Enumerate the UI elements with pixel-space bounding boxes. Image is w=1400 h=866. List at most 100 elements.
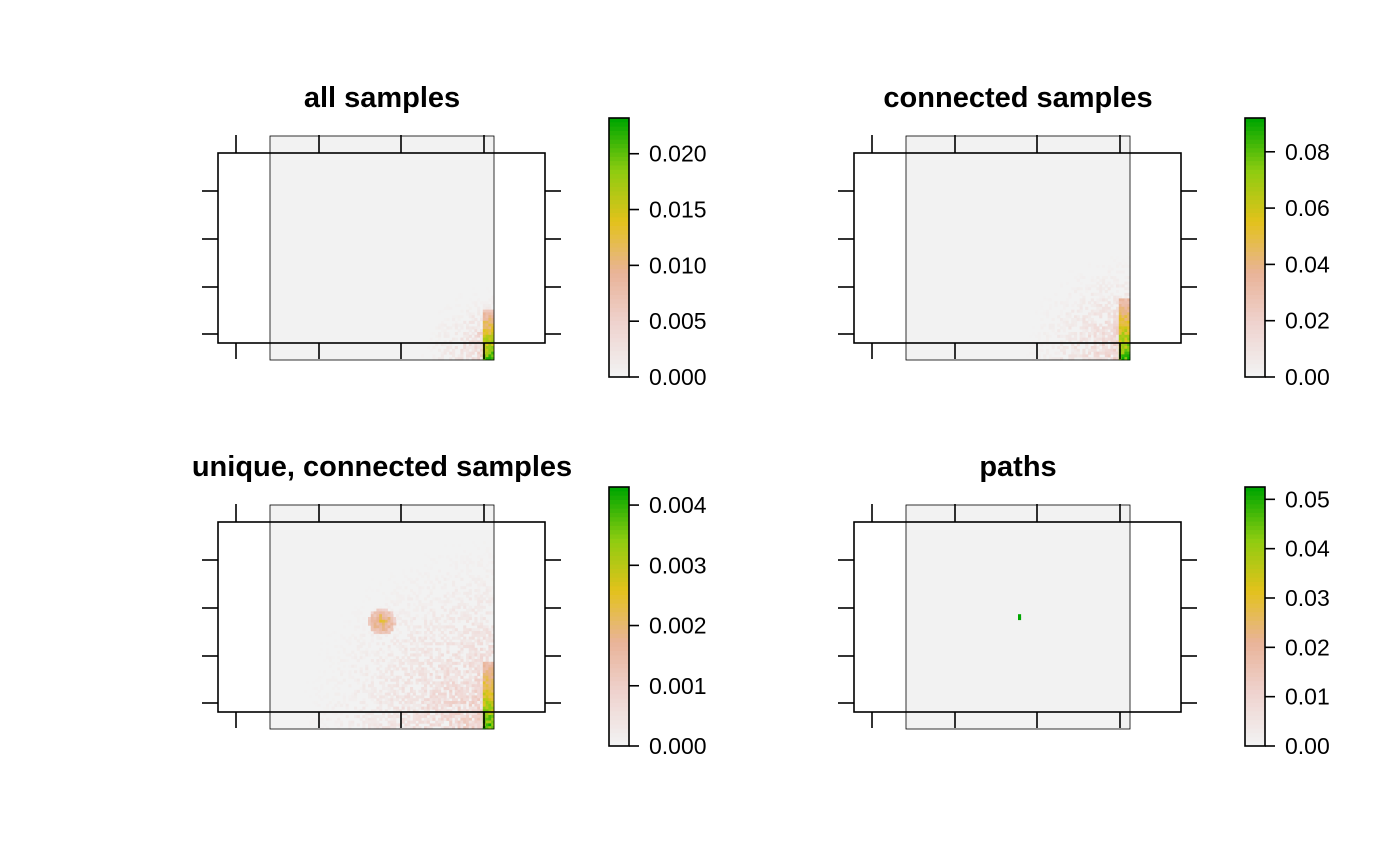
heatmap-cell xyxy=(477,320,481,324)
heatmap-cell xyxy=(440,698,444,702)
heatmap-cell xyxy=(1079,340,1083,344)
heatmap-cell xyxy=(426,633,430,637)
heatmap-cell xyxy=(474,650,478,654)
heatmap-cell xyxy=(452,591,456,595)
legend-color-step xyxy=(609,299,629,305)
heatmap-cell xyxy=(1043,354,1047,358)
heatmap-cell xyxy=(1102,346,1106,350)
heatmap-cell xyxy=(1085,306,1089,310)
heatmap-cell xyxy=(446,555,450,559)
heatmap-cell xyxy=(1113,318,1117,322)
heatmap-cell xyxy=(477,692,481,696)
heatmap-cell xyxy=(480,617,484,621)
heatmap-cell xyxy=(398,608,402,612)
heatmap-cell xyxy=(320,720,324,724)
heatmap-cell xyxy=(359,687,363,691)
heatmap-cell xyxy=(468,320,472,324)
heatmap-cell xyxy=(485,332,489,336)
heatmap-cell xyxy=(1090,320,1094,324)
heatmap-cell xyxy=(373,720,377,724)
heatmap-cell xyxy=(426,659,430,663)
heatmap-cell xyxy=(1118,298,1122,302)
legend-color-step xyxy=(609,243,629,248)
heatmap-cell xyxy=(440,575,444,579)
heatmap-cell xyxy=(396,594,400,598)
heatmap-cell xyxy=(491,687,495,691)
heatmap-cell xyxy=(463,726,467,730)
heatmap-cell xyxy=(1093,329,1097,333)
heatmap-cell xyxy=(435,703,439,707)
heatmap-cell xyxy=(1082,337,1086,341)
heatmap-cell xyxy=(449,709,453,713)
heatmap-cell xyxy=(424,580,428,584)
heatmap-cell xyxy=(474,617,478,621)
heatmap-cell xyxy=(438,334,442,338)
heatmap-cell xyxy=(354,628,358,632)
heatmap-cell xyxy=(401,720,405,724)
legend-color-step xyxy=(1245,208,1265,214)
legend-color-step xyxy=(1245,234,1265,240)
heatmap-cell xyxy=(1099,329,1103,333)
heatmap-cell xyxy=(382,625,386,629)
heatmap-cell xyxy=(435,656,439,660)
heatmap-cell xyxy=(466,726,470,730)
heatmap-cell xyxy=(454,575,458,579)
heatmap-cell xyxy=(491,636,495,640)
heatmap-cell xyxy=(365,670,369,674)
heatmap-cell xyxy=(452,723,456,727)
legend-color-step xyxy=(609,290,629,296)
heatmap-cell xyxy=(477,312,481,316)
heatmap-cell xyxy=(432,357,436,361)
heatmap-cell xyxy=(1071,343,1075,347)
heatmap-cell xyxy=(412,720,416,724)
heatmap-cell xyxy=(1096,334,1100,338)
heatmap-cell xyxy=(424,670,428,674)
heatmap-cell xyxy=(443,608,447,612)
heatmap-cell xyxy=(393,580,397,584)
heatmap-cell xyxy=(1104,326,1108,330)
heatmap-cell xyxy=(435,706,439,710)
heatmap-cell xyxy=(1099,312,1103,316)
heatmap-cell xyxy=(342,695,346,699)
heatmap-cell xyxy=(471,326,475,330)
heatmap-cell xyxy=(415,698,419,702)
heatmap-cell xyxy=(1099,287,1103,291)
heatmap-cell xyxy=(480,647,484,651)
heatmap-cell xyxy=(457,617,461,621)
heatmap-cell xyxy=(317,695,321,699)
heatmap-cell xyxy=(1076,354,1080,358)
heatmap-cell xyxy=(466,670,470,674)
heatmap-cell xyxy=(1107,295,1111,299)
heatmap-cell xyxy=(435,684,439,688)
heatmap-cell xyxy=(396,684,400,688)
color-legend: 0.000 0.005 0.010 0.015 0.020 xyxy=(608,117,707,390)
legend-color-step xyxy=(609,316,629,322)
heatmap-cell xyxy=(415,642,419,646)
heatmap-cell xyxy=(390,614,394,618)
heatmap-cell xyxy=(424,715,428,719)
heatmap-cell xyxy=(485,681,489,685)
heatmap-cell xyxy=(326,650,330,654)
heatmap-cell xyxy=(477,723,481,727)
legend-color-step xyxy=(1245,711,1265,717)
heatmap-cell xyxy=(418,586,422,590)
heatmap-cell xyxy=(1068,354,1072,358)
heatmap-cell xyxy=(410,689,414,693)
heatmap-cell xyxy=(463,703,467,707)
heatmap-cell xyxy=(1090,318,1094,322)
heatmap-cell xyxy=(362,684,366,688)
heatmap-cell xyxy=(373,723,377,727)
heatmap-cell xyxy=(1110,323,1114,327)
heatmap-cell xyxy=(418,706,422,710)
heatmap-cell xyxy=(415,656,419,660)
heatmap-cell xyxy=(354,706,358,710)
inner-extent-box xyxy=(269,504,495,730)
heatmap-cell xyxy=(407,709,411,713)
heatmap-cell xyxy=(1118,329,1122,333)
heatmap-cell xyxy=(491,351,495,355)
heatmap-cell xyxy=(471,695,475,699)
heatmap-cell xyxy=(485,351,489,355)
legend-color-step xyxy=(609,148,629,154)
heatmap-cell xyxy=(1085,354,1089,358)
heatmap-cell xyxy=(1057,315,1061,319)
